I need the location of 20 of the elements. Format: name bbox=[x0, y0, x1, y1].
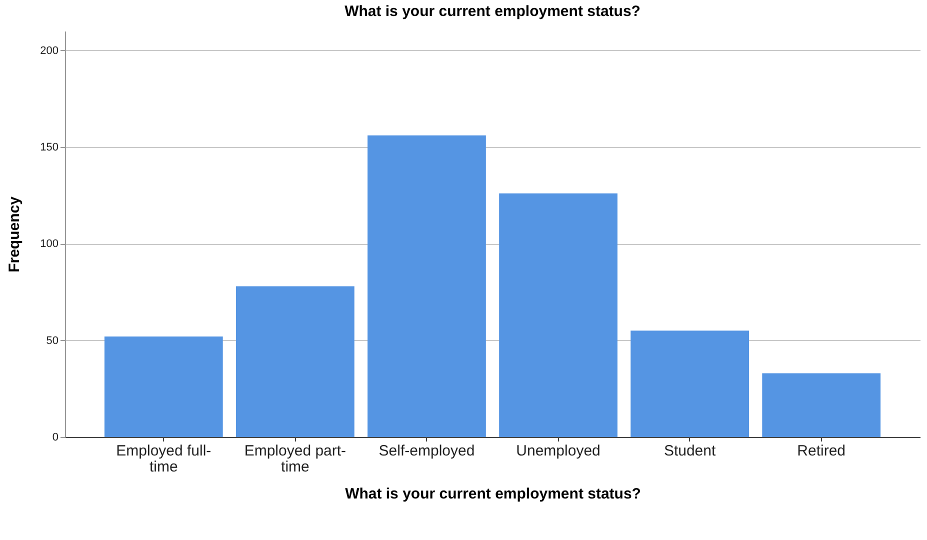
x-tick-label: Employed part-time bbox=[244, 442, 346, 476]
y-tick-label: 50 bbox=[46, 334, 58, 347]
y-tick-label: 100 bbox=[40, 238, 58, 250]
x-tick-label: Retired bbox=[797, 442, 846, 460]
y-axis-title: Frequency bbox=[6, 196, 24, 272]
bar bbox=[630, 330, 749, 437]
bar bbox=[499, 193, 618, 437]
y-tick-label: 200 bbox=[40, 44, 58, 57]
x-tick-label: Self-employed bbox=[378, 442, 475, 460]
x-axis-title: What is your current employment status? bbox=[345, 486, 641, 502]
bar bbox=[104, 336, 223, 437]
x-tick-label: Employed full-time bbox=[116, 442, 212, 476]
x-tick-label: Student bbox=[664, 442, 716, 460]
x-tick-label: Unemployed bbox=[516, 442, 600, 460]
bar bbox=[368, 135, 486, 437]
chart-title: What is your current employment status? bbox=[344, 3, 640, 20]
y-tick-label: 150 bbox=[40, 142, 58, 154]
bar bbox=[236, 286, 354, 437]
y-tick-label: 0 bbox=[52, 432, 58, 444]
bar bbox=[762, 373, 881, 437]
